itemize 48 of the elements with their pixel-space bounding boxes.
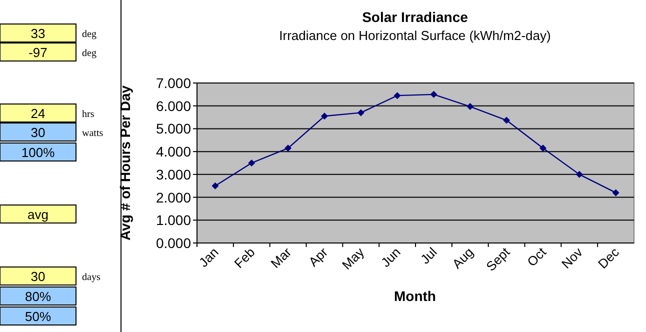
point [576, 170, 583, 178]
point [503, 116, 510, 124]
text: days [82, 272, 100, 283]
x-tick-label: Feb [231, 244, 258, 271]
x-axis-title: Month [394, 288, 436, 304]
x-tick-label: Apr [306, 244, 332, 270]
point [539, 144, 546, 152]
point [612, 189, 620, 196]
x-tick-label: Oct [524, 244, 550, 270]
text: deg [82, 29, 96, 40]
text: -97 [28, 45, 48, 60]
text: watts [82, 128, 104, 139]
x-tick-label: Dec [594, 244, 622, 272]
text: 50% [24, 309, 52, 324]
x-tick-label: Jan [196, 244, 222, 270]
y-tick-label: 5.000 [156, 120, 192, 137]
x-tick-label: Aug [449, 244, 476, 272]
text: hrs [82, 109, 94, 120]
text: 80% [24, 289, 52, 304]
text: 30 [30, 125, 46, 140]
point [357, 109, 364, 116]
text: 30 [30, 269, 46, 284]
point [248, 160, 256, 166]
y-tick-label: 3.000 [156, 166, 192, 182]
x-tick-label: Jun [378, 244, 404, 270]
point [212, 182, 219, 190]
y-tick-label: 0.000 [156, 235, 192, 251]
text: deg [82, 48, 96, 59]
y-tick-label: 7.000 [156, 75, 192, 91]
y-tick-label: 4.000 [156, 144, 192, 160]
x-tick-label: Nov [558, 244, 586, 272]
x-tick-label: Mar [268, 244, 295, 271]
point [320, 112, 328, 120]
point [394, 92, 401, 100]
x-tick-label: Jul [417, 244, 440, 267]
text: 33 [30, 26, 46, 41]
chart-title: Solar Irradiance [362, 9, 468, 25]
text: 24 [30, 106, 46, 121]
y-tick-label: 2.000 [156, 189, 192, 206]
y-tick-label: 1.000 [156, 212, 192, 228]
point [466, 103, 474, 110]
x-tick-label: May [339, 244, 368, 272]
text: avg [28, 207, 48, 222]
point [430, 90, 438, 98]
chart-subtitle: Irradiance on Horizontal Surface (kWh/m2-day) [279, 28, 551, 43]
y-tick-label: 6.000 [156, 98, 192, 114]
point [284, 144, 292, 152]
text: 100% [21, 145, 56, 160]
